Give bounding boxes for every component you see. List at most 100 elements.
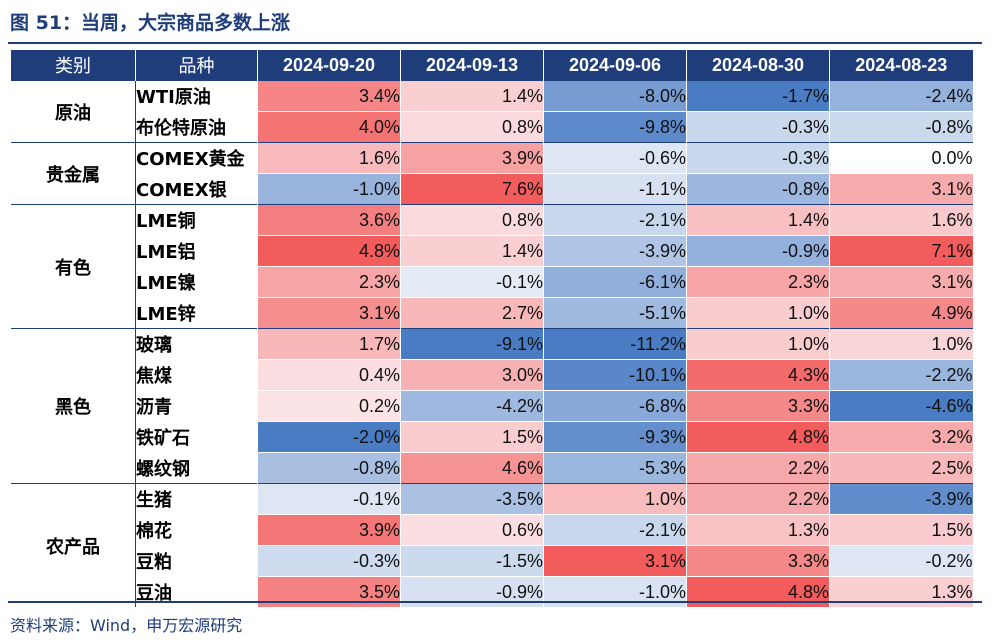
value-cell: 3.6% — [257, 204, 401, 236]
table-row: 农产品 生猪 -0.1% -3.5% 1.0% 2.2% -3.9% — [10, 483, 973, 607]
heatmap-table: 类别 品种 2024-09-20 2024-09-13 2024-09-06 2… — [10, 50, 973, 607]
category-label: 贵金属 — [10, 142, 136, 205]
commodity-name: COMEX银 — [135, 173, 258, 205]
value-cell: -9.1% — [400, 328, 544, 360]
value-cell: 4.3% — [686, 359, 830, 391]
value-cell: 4.6% — [400, 452, 544, 484]
table-row: 黑色 玻璃 1.7% -9.1% -11.2% 1.0% 1.0% — [10, 328, 973, 484]
value-cell: -2.1% — [543, 514, 687, 546]
commodity-name: 生猪 — [135, 483, 258, 515]
value-cell: 7.1% — [829, 235, 973, 267]
value-cell: 4.0% — [257, 111, 401, 143]
commodity-name: 沥青 — [135, 390, 258, 422]
value-cell: 4.9% — [829, 297, 973, 329]
value-cell: -0.3% — [257, 545, 401, 577]
header-date: 2024-09-13 — [400, 50, 544, 81]
commodity-name: LME铜 — [135, 204, 258, 236]
value-cell: 0.8% — [400, 204, 544, 236]
value-cell: -6.1% — [543, 266, 687, 298]
header-category: 类别 — [10, 50, 136, 81]
value-cell: 0.2% — [257, 390, 401, 422]
commodity-name: 焦煤 — [135, 359, 258, 391]
value-cell: 0.6% — [400, 514, 544, 546]
value-cell: 3.9% — [400, 142, 544, 174]
value-cell: 7.6% — [400, 173, 544, 205]
value-cell: -2.2% — [829, 359, 973, 391]
top-rule — [8, 42, 982, 44]
value-cell: 3.3% — [686, 545, 830, 577]
value-cell: -9.3% — [543, 421, 687, 453]
value-cell: -1.5% — [400, 545, 544, 577]
value-cell: 1.5% — [829, 514, 973, 546]
value-cell: -2.0% — [257, 421, 401, 453]
value-cell: 1.4% — [686, 204, 830, 236]
value-cell: -1.0% — [257, 173, 401, 205]
commodity-name: 豆粕 — [135, 545, 258, 577]
value-cell: -2.1% — [543, 204, 687, 236]
table-row: LME镍 2.3% -0.1% -6.1% 2.3% 3.1% — [11, 266, 973, 298]
category-label: 农产品 — [10, 483, 136, 607]
value-cell: 2.5% — [829, 452, 973, 484]
value-cell: 3.1% — [829, 266, 973, 298]
table-row: 焦煤 0.4% 3.0% -10.1% 4.3% -2.2% — [11, 359, 973, 391]
value-cell: -4.2% — [400, 390, 544, 422]
value-cell: 1.6% — [829, 204, 973, 236]
value-cell: -0.9% — [686, 235, 830, 267]
value-cell: 0.8% — [400, 111, 544, 143]
value-cell: 2.7% — [400, 297, 544, 329]
value-cell: 1.4% — [400, 80, 544, 112]
value-cell: 3.4% — [257, 80, 401, 112]
source-note: 资料来源：Wind，申万宏源研究 — [10, 616, 243, 635]
value-cell: -0.1% — [257, 483, 401, 515]
value-cell: -8.0% — [543, 80, 687, 112]
value-cell: 2.2% — [686, 483, 830, 515]
value-cell: 4.8% — [257, 235, 401, 267]
value-cell: -0.1% — [400, 266, 544, 298]
table-row: 布伦特原油 4.0% 0.8% -9.8% -0.3% -0.8% — [11, 111, 973, 143]
header-date: 2024-08-23 — [829, 50, 973, 81]
value-cell: -0.3% — [686, 142, 830, 174]
header-date: 2024-09-20 — [257, 50, 401, 81]
value-cell: 3.1% — [829, 173, 973, 205]
header-date: 2024-09-06 — [543, 50, 687, 81]
commodity-name: LME铝 — [135, 235, 258, 267]
table-row: 原油 WTI原油 3.4% 1.4% -8.0% -1.7% -2.4% — [10, 80, 973, 143]
value-cell: -1.1% — [543, 173, 687, 205]
value-cell: -5.3% — [543, 452, 687, 484]
table-row: 贵金属 COMEX黄金 1.6% 3.9% -0.6% -0.3% 0.0% — [10, 142, 973, 205]
value-cell: -9.8% — [543, 111, 687, 143]
table-row: 有色 LME铜 3.6% 0.8% -2.1% 1.4% 1.6% — [10, 204, 973, 329]
table-row: COMEX银 -1.0% 7.6% -1.1% -0.8% 3.1% — [11, 173, 973, 205]
value-cell: 3.2% — [829, 421, 973, 453]
header-row: 类别 品种 2024-09-20 2024-09-13 2024-09-06 2… — [10, 50, 973, 81]
header-name: 品种 — [135, 50, 258, 81]
table-row: 沥青 0.2% -4.2% -6.8% 3.3% -4.6% — [11, 390, 973, 422]
value-cell: -0.2% — [829, 545, 973, 577]
chart-title: 图 51：当周，大宗商品多数上涨 — [10, 12, 291, 34]
value-cell: -5.1% — [543, 297, 687, 329]
commodity-name: 棉花 — [135, 514, 258, 546]
table-row: 铁矿石 -2.0% 1.5% -9.3% 4.8% 3.2% — [11, 421, 973, 453]
value-cell: 1.0% — [686, 328, 830, 360]
header-date: 2024-08-30 — [686, 50, 830, 81]
value-cell: -2.4% — [829, 80, 973, 112]
value-cell: -0.3% — [686, 111, 830, 143]
category-label: 原油 — [10, 80, 136, 143]
category-label: 黑色 — [10, 328, 136, 484]
value-cell: 1.7% — [257, 328, 401, 360]
value-cell: -0.8% — [686, 173, 830, 205]
commodity-name: WTI原油 — [135, 80, 258, 112]
value-cell: 3.1% — [543, 545, 687, 577]
table-row: LME铝 4.8% 1.4% -3.9% -0.9% 7.1% — [11, 235, 973, 267]
value-cell: 1.4% — [400, 235, 544, 267]
value-cell: 3.9% — [257, 514, 401, 546]
value-cell: 2.2% — [686, 452, 830, 484]
value-cell: 2.3% — [257, 266, 401, 298]
value-cell: 1.5% — [400, 421, 544, 453]
value-cell: -11.2% — [543, 328, 687, 360]
category-label: 有色 — [10, 204, 136, 329]
commodity-name: 布伦特原油 — [135, 111, 258, 143]
value-cell: 4.8% — [686, 421, 830, 453]
value-cell: 1.3% — [686, 514, 830, 546]
value-cell: -4.6% — [829, 390, 973, 422]
